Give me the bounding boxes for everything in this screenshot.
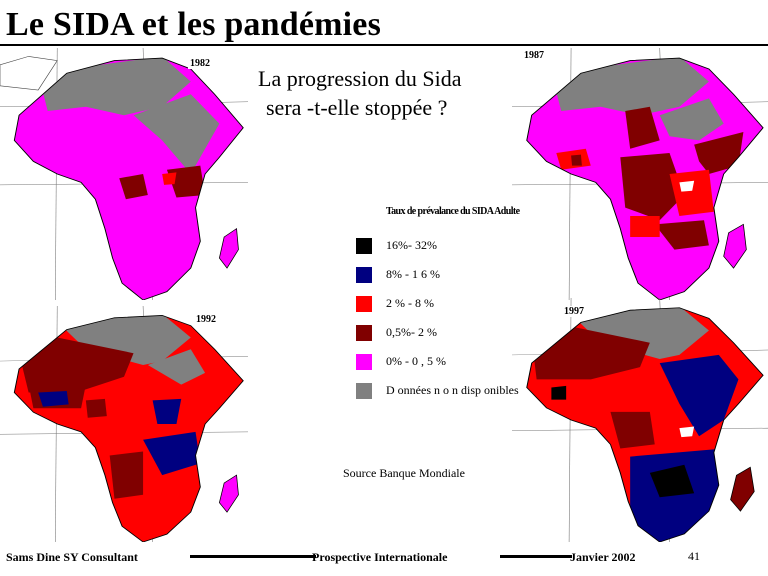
map-1987: 1987	[512, 48, 768, 300]
legend-item: 2 % - 8 %	[356, 289, 546, 318]
legend-swatch	[356, 382, 372, 399]
legend-item: D onnées n o n disp onibles	[356, 376, 546, 405]
question-line-2: sera -t-elle stoppée ?	[266, 95, 448, 120]
map-year-label: 1997	[562, 306, 586, 317]
legend-label: 8% - 1 6 %	[386, 267, 440, 281]
legend-label: D onnées n o n disp onibles	[386, 383, 519, 397]
title-rule	[0, 44, 768, 46]
legend-swatch	[356, 353, 372, 370]
legend-item: 16%- 32%	[356, 231, 546, 260]
legend-label: 0% - 0 , 5 %	[386, 354, 446, 368]
legend-swatch	[356, 295, 372, 312]
legend-label: 0,5%- 2 %	[386, 325, 437, 339]
legend-swatch	[356, 237, 372, 254]
slide-title: Le SIDA et les pandémies	[6, 6, 382, 43]
map-1992: 1992	[0, 306, 248, 542]
map-year-label: 1987	[522, 50, 546, 61]
map-year-label: 1982	[188, 58, 212, 69]
footer-divider-1	[190, 555, 316, 558]
footer-center: Prospective Internationale	[312, 550, 448, 564]
footer-divider-2	[500, 555, 572, 558]
page-number: 41	[688, 549, 700, 563]
legend-item: 8% - 1 6 %	[356, 260, 546, 289]
legend-swatch	[356, 266, 372, 283]
legend-title: Taux de prévalance du SIDA Adulte	[386, 206, 520, 217]
footer-date: Janvier 2002	[570, 550, 636, 564]
legend-label: 16%- 32%	[386, 238, 437, 252]
question-text: La progression du Sida sera -t-elle stop…	[258, 64, 461, 122]
legend-swatch	[356, 324, 372, 341]
source-note: Source Banque Mondiale	[343, 466, 465, 480]
map-legend: Taux de prévalance du SIDA Adulte 16%- 3…	[356, 206, 546, 405]
question-line-1: La progression du Sida	[258, 66, 462, 91]
map-year-label: 1992	[194, 314, 218, 325]
map-1997: 1997	[512, 298, 768, 542]
map-1982: 1982	[0, 48, 248, 300]
legend-label: 2 % - 8 %	[386, 296, 434, 310]
legend-item: 0,5%- 2 %	[356, 318, 546, 347]
footer-author: Sams Dine SY Consultant	[6, 550, 138, 564]
legend-item: 0% - 0 , 5 %	[356, 347, 546, 376]
